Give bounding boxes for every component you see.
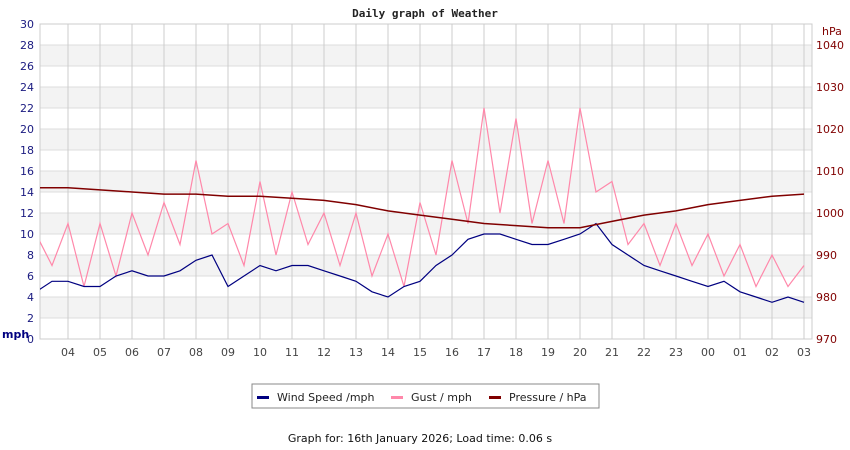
y-tick-label: 8	[27, 249, 34, 262]
x-tick-label: 10	[253, 346, 267, 359]
y-tick-label: 24	[20, 81, 34, 94]
y-tick-label: 0	[27, 333, 34, 346]
x-tick-label: 19	[541, 346, 555, 359]
x-tick-label: 05	[93, 346, 107, 359]
y2-tick-label: 1010	[816, 165, 844, 178]
legend-gust: Gust / mph	[411, 391, 472, 404]
y2-tick-label: 1000	[816, 207, 844, 220]
x-tick-label: 06	[125, 346, 139, 359]
x-tick-label: 17	[477, 346, 491, 359]
legend-pressure: Pressure / hPa	[509, 391, 587, 404]
x-tick-label: 16	[445, 346, 459, 359]
x-tick-label: 03	[797, 346, 811, 359]
y-axis-label: mph	[2, 328, 29, 341]
y-tick-label: 4	[27, 291, 34, 304]
y-tick-label: 14	[20, 186, 34, 199]
x-tick-label: 20	[573, 346, 587, 359]
y-tick-label: 20	[20, 123, 34, 136]
x-tick-label: 21	[605, 346, 619, 359]
series-gust-line	[40, 107, 805, 288]
y-tick-label: 6	[27, 270, 34, 283]
y-tick-label: 16	[20, 165, 34, 178]
y-tick-label: 18	[20, 144, 34, 157]
footer-text: Graph for: 16th January 2026; Load time:…	[288, 432, 552, 445]
x-tick-label: 12	[317, 346, 331, 359]
grid-band	[40, 297, 812, 318]
grid-band	[40, 45, 812, 66]
series-wind-line	[40, 222, 805, 303]
x-tick-label: 02	[765, 346, 779, 359]
y2-tick-label: 970	[816, 333, 837, 346]
legend-swatch-gust	[391, 396, 403, 399]
x-tick-label: 08	[189, 346, 203, 359]
legend-wind: Wind Speed /mph	[277, 391, 375, 404]
x-tick-label: 14	[381, 346, 395, 359]
y-tick-label: 10	[20, 228, 34, 241]
legend-swatch-wind	[257, 396, 269, 399]
grid-band	[40, 255, 812, 276]
y-tick-label: 28	[20, 39, 34, 52]
y-tick-label: 12	[20, 207, 34, 220]
x-tick-label: 23	[669, 346, 683, 359]
y-tick-label: 2	[27, 312, 34, 325]
x-tick-label: 18	[509, 346, 523, 359]
y2-tick-label: 1030	[816, 81, 844, 94]
x-tick-label: 04	[61, 346, 75, 359]
y-tick-label: 26	[20, 60, 34, 73]
x-tick-label: 11	[285, 346, 299, 359]
y2-tick-label: 1040	[816, 39, 844, 52]
series-lines	[40, 107, 805, 303]
x-tick-label: 00	[701, 346, 715, 359]
axes: 04 05 06 07 08 09 10 11 12 13 14 15 16 17 18 19 20 21 22 23…	[20, 18, 844, 359]
legend: Wind Speed /mph Gust / mph Pressure / hP…	[251, 383, 600, 409]
legend-swatch-pressure	[489, 396, 501, 399]
grid-band	[40, 171, 812, 192]
x-tick-label: 15	[413, 346, 427, 359]
grid	[39, 23, 813, 340]
y2-tick-label: 990	[816, 249, 837, 262]
series-pressure-line	[40, 187, 805, 229]
y2-tick-label: 980	[816, 291, 837, 304]
x-tick-label: 09	[221, 346, 235, 359]
plot-border	[39, 23, 813, 340]
chart-title: Daily graph of Weather	[352, 7, 498, 20]
y-tick-label: 22	[20, 102, 34, 115]
x-tick-label: 01	[733, 346, 747, 359]
grid-band	[40, 129, 812, 150]
grid-band	[40, 87, 812, 108]
x-tick-label: 22	[637, 346, 651, 359]
y-tick-label: 30	[20, 18, 34, 31]
y2-axis-label: hPa	[822, 25, 842, 38]
y2-tick-label: 1020	[816, 123, 844, 136]
x-tick-label: 13	[349, 346, 363, 359]
x-tick-label: 07	[157, 346, 171, 359]
